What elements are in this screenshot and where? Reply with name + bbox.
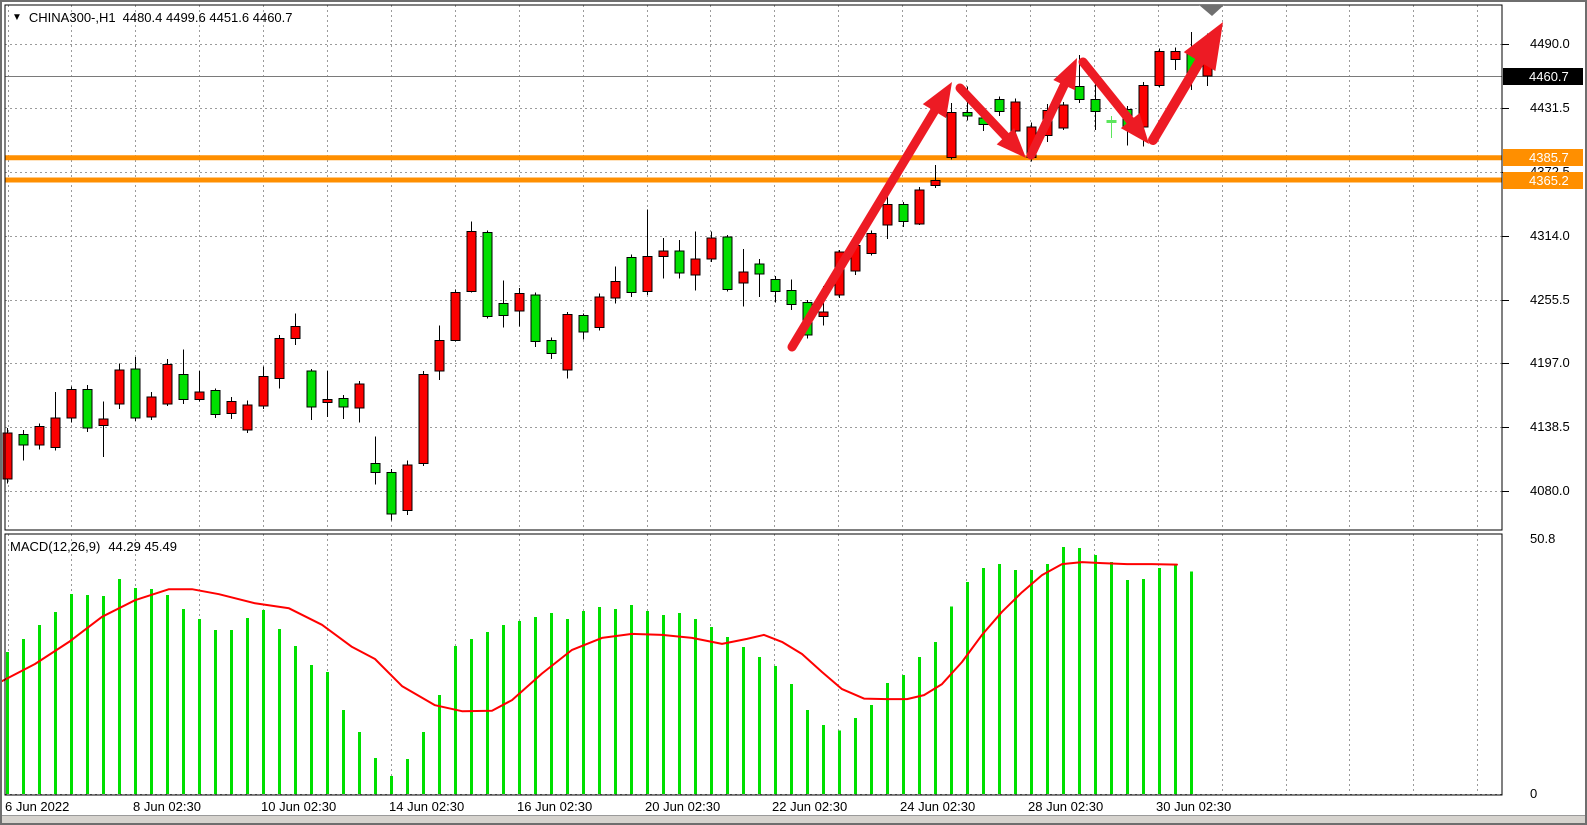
- macd-axis-max-label: 50.8: [1530, 531, 1556, 546]
- main-panel-border: [4, 4, 1503, 531]
- price-axis-label: 4138.5: [1530, 419, 1570, 435]
- macd-axis-zero-label: 0: [1530, 786, 1538, 801]
- price-axis-label: 4197.0: [1530, 355, 1570, 371]
- current-price-badge: 4460.7: [1503, 68, 1583, 85]
- symbol-timeframe-label: CHINA300-,H1: [28, 10, 116, 25]
- time-axis-label: 22 Jun 02:30: [772, 799, 848, 814]
- chart-header: ▼ CHINA300-,H1 4480.4 4499.6 4451.6 4460…: [12, 10, 293, 25]
- indicator-label: MACD(12,26,9) 44.29 45.49: [10, 539, 177, 554]
- indicator-name: MACD(12,26,9): [10, 539, 101, 554]
- macd-panel-border: [4, 533, 1503, 796]
- scroll-marker-icon[interactable]: [1199, 5, 1224, 16]
- time-axis-label: 16 Jun 02:30: [517, 799, 593, 814]
- support-resistance-lines[interactable]: [5, 155, 1502, 183]
- macd-signal-line: [2, 561, 1178, 713]
- level-price-badge-upper: 4385.7: [1503, 149, 1583, 166]
- price-axis-label: 4431.5: [1530, 99, 1570, 115]
- time-axis-label: 6 Jun 2022: [5, 799, 70, 814]
- time-axis-label: 28 Jun 02:30: [1028, 799, 1104, 814]
- price-axis-label: 4314.0: [1530, 227, 1570, 243]
- time-axis-label: 8 Jun 02:30: [133, 799, 201, 814]
- indicator-values: 44.29 45.49: [108, 539, 177, 554]
- ohlc-readout: 4480.4 4499.6 4451.6 4460.7: [122, 10, 293, 25]
- time-axis-label: 14 Jun 02:30: [389, 799, 465, 814]
- level-price-badge-lower: 4365.2: [1503, 172, 1583, 189]
- trend-arrow-annotations[interactable]: [787, 22, 1223, 352]
- time-axis-label: 30 Jun 02:30: [1156, 799, 1232, 814]
- symbol-dropdown-icon[interactable]: ▼: [12, 12, 22, 23]
- time-axis-label: 10 Jun 02:30: [261, 799, 337, 814]
- time-axis-label: 20 Jun 02:30: [645, 799, 721, 814]
- price-axis-label: 4080.0: [1530, 483, 1570, 498]
- price-axis-label: 4255.5: [1530, 291, 1570, 307]
- price-axis-label: 4490.0: [1530, 36, 1570, 51]
- macd-histogram: [6, 547, 1193, 794]
- time-axis-label: 24 Jun 02:30: [900, 799, 976, 814]
- window-bottom-strip: [2, 815, 1585, 823]
